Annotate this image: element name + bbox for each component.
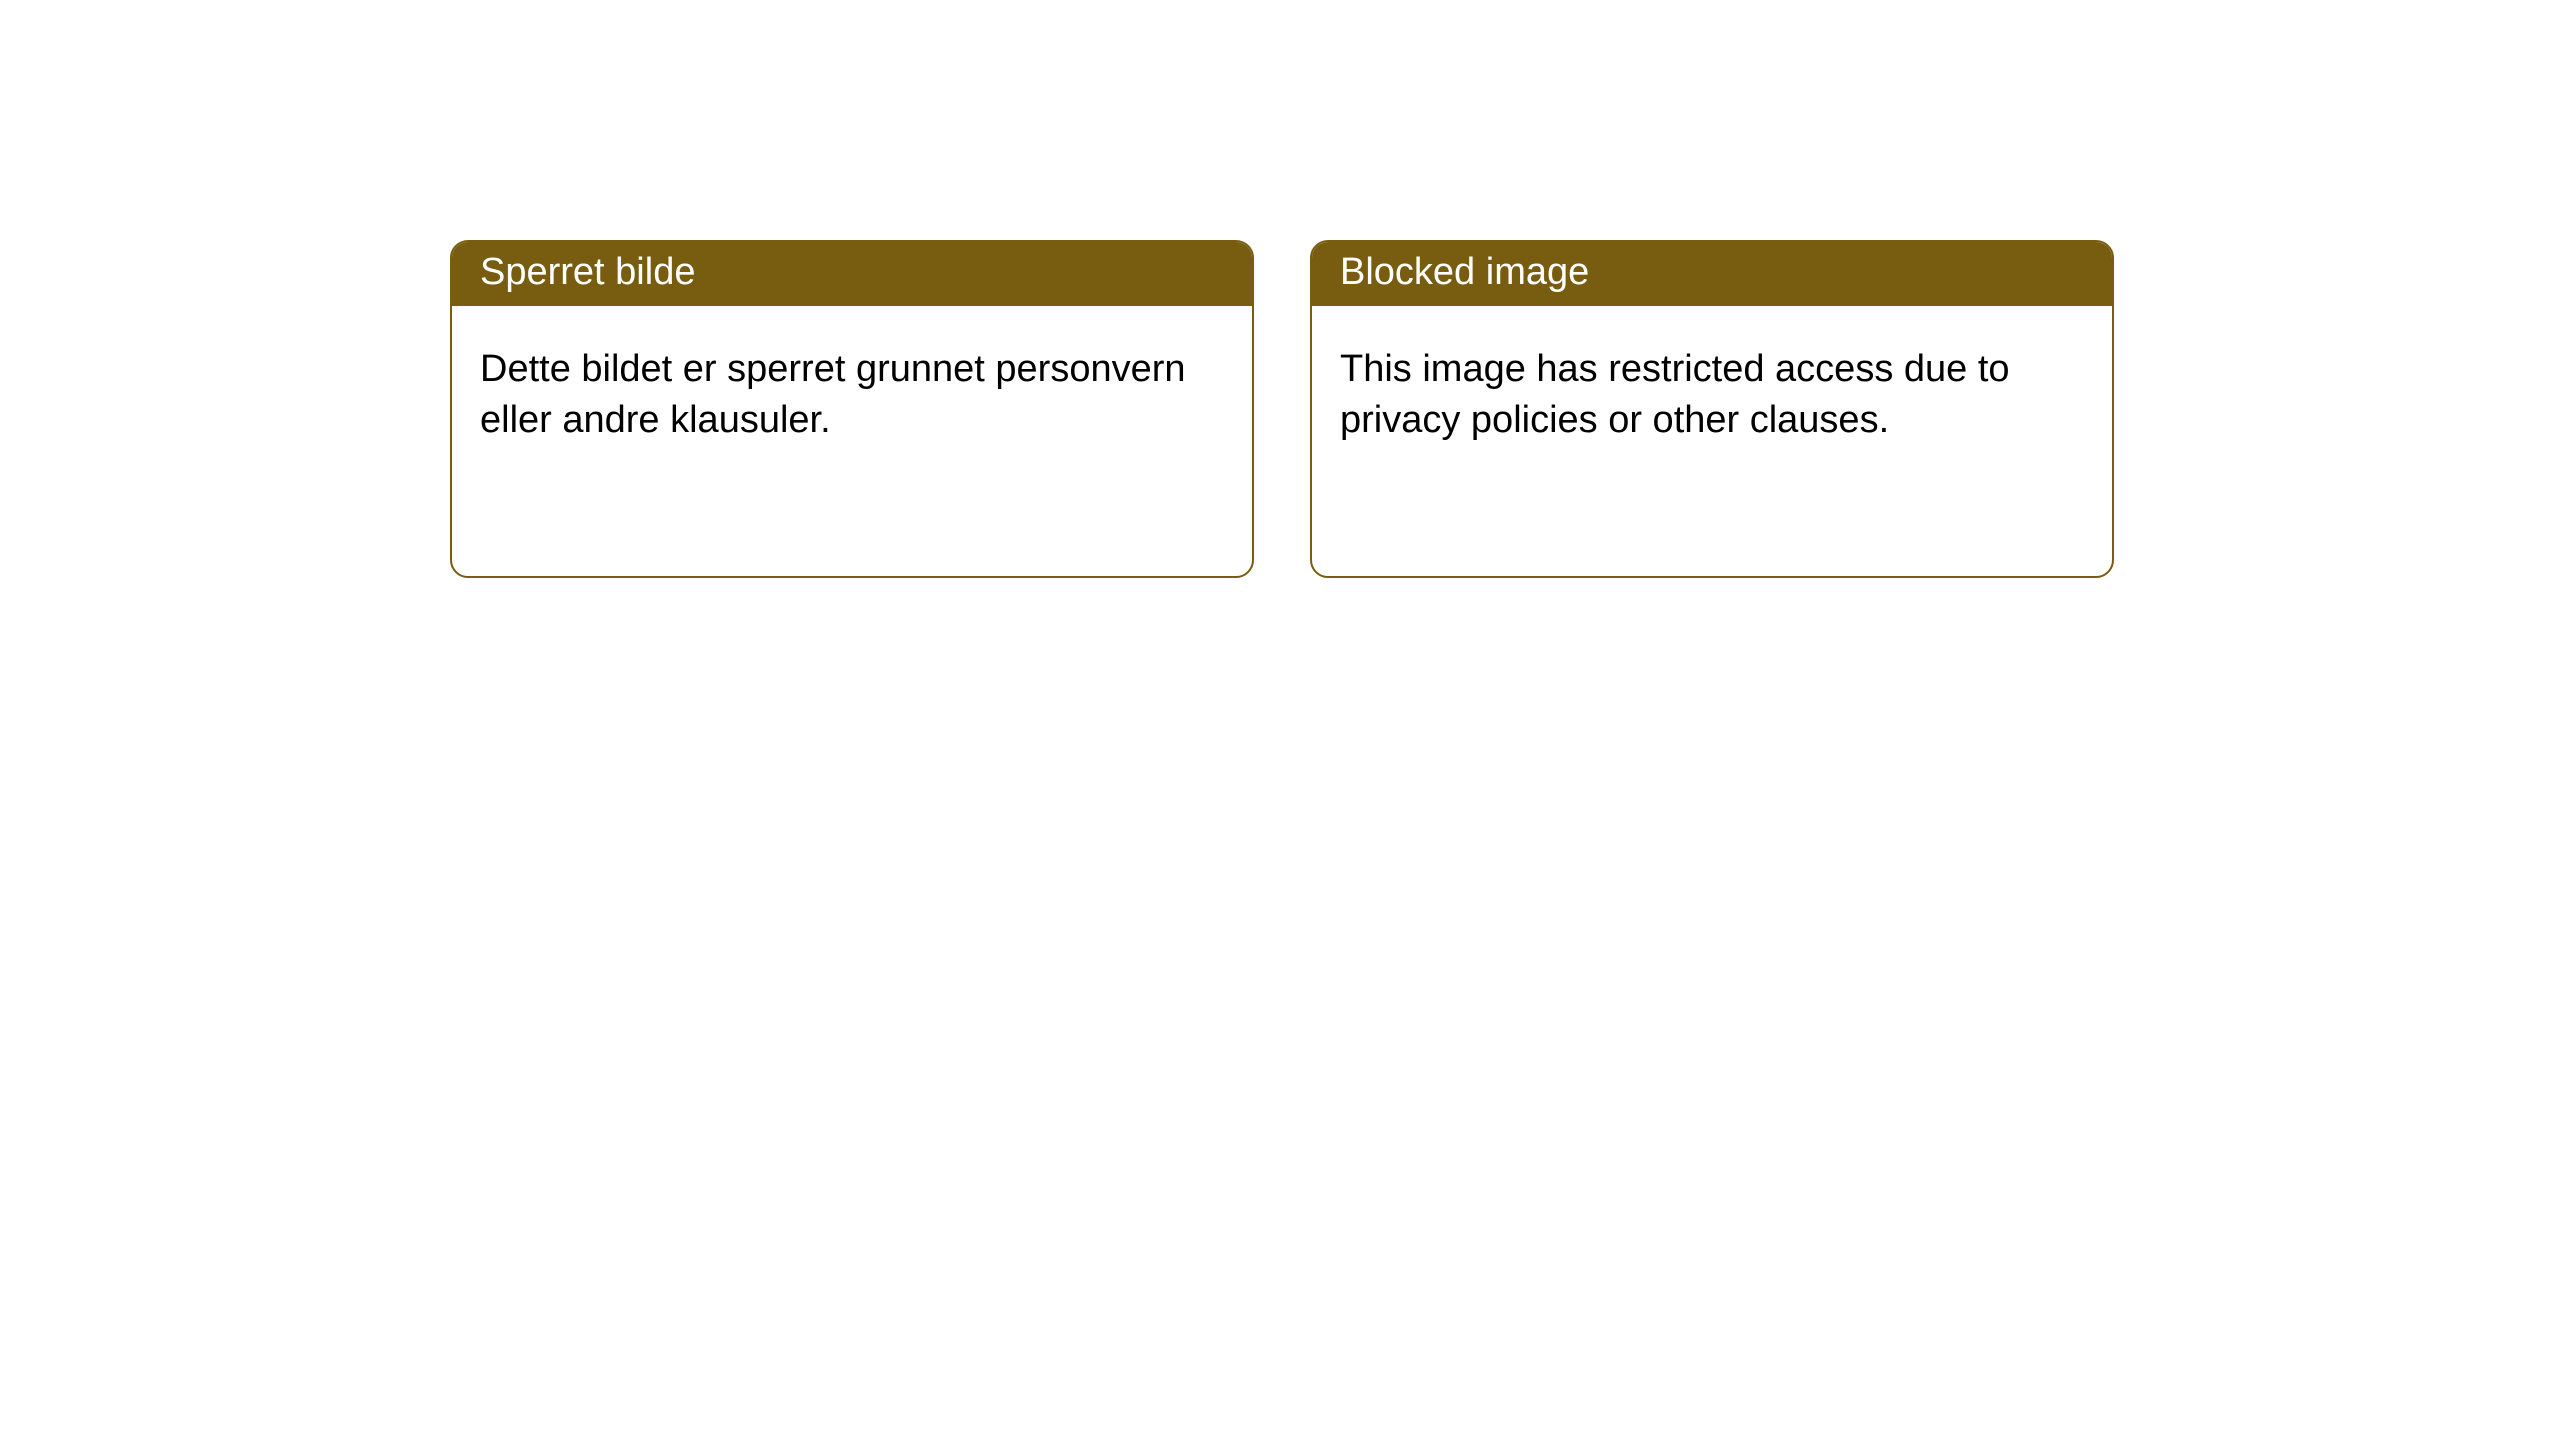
notice-container: Sperret bilde Dette bildet er sperret gr… [0,0,2560,578]
card-header-no: Sperret bilde [452,242,1252,306]
card-title-no: Sperret bilde [480,251,695,293]
card-title-en: Blocked image [1340,251,1589,293]
card-text-en: This image has restricted access due to … [1340,348,2010,441]
blocked-image-card-en: Blocked image This image has restricted … [1310,240,2114,578]
card-body-en: This image has restricted access due to … [1312,306,2112,475]
card-text-no: Dette bildet er sperret grunnet personve… [480,348,1186,441]
blocked-image-card-no: Sperret bilde Dette bildet er sperret gr… [450,240,1254,578]
card-body-no: Dette bildet er sperret grunnet personve… [452,306,1252,475]
card-header-en: Blocked image [1312,242,2112,306]
